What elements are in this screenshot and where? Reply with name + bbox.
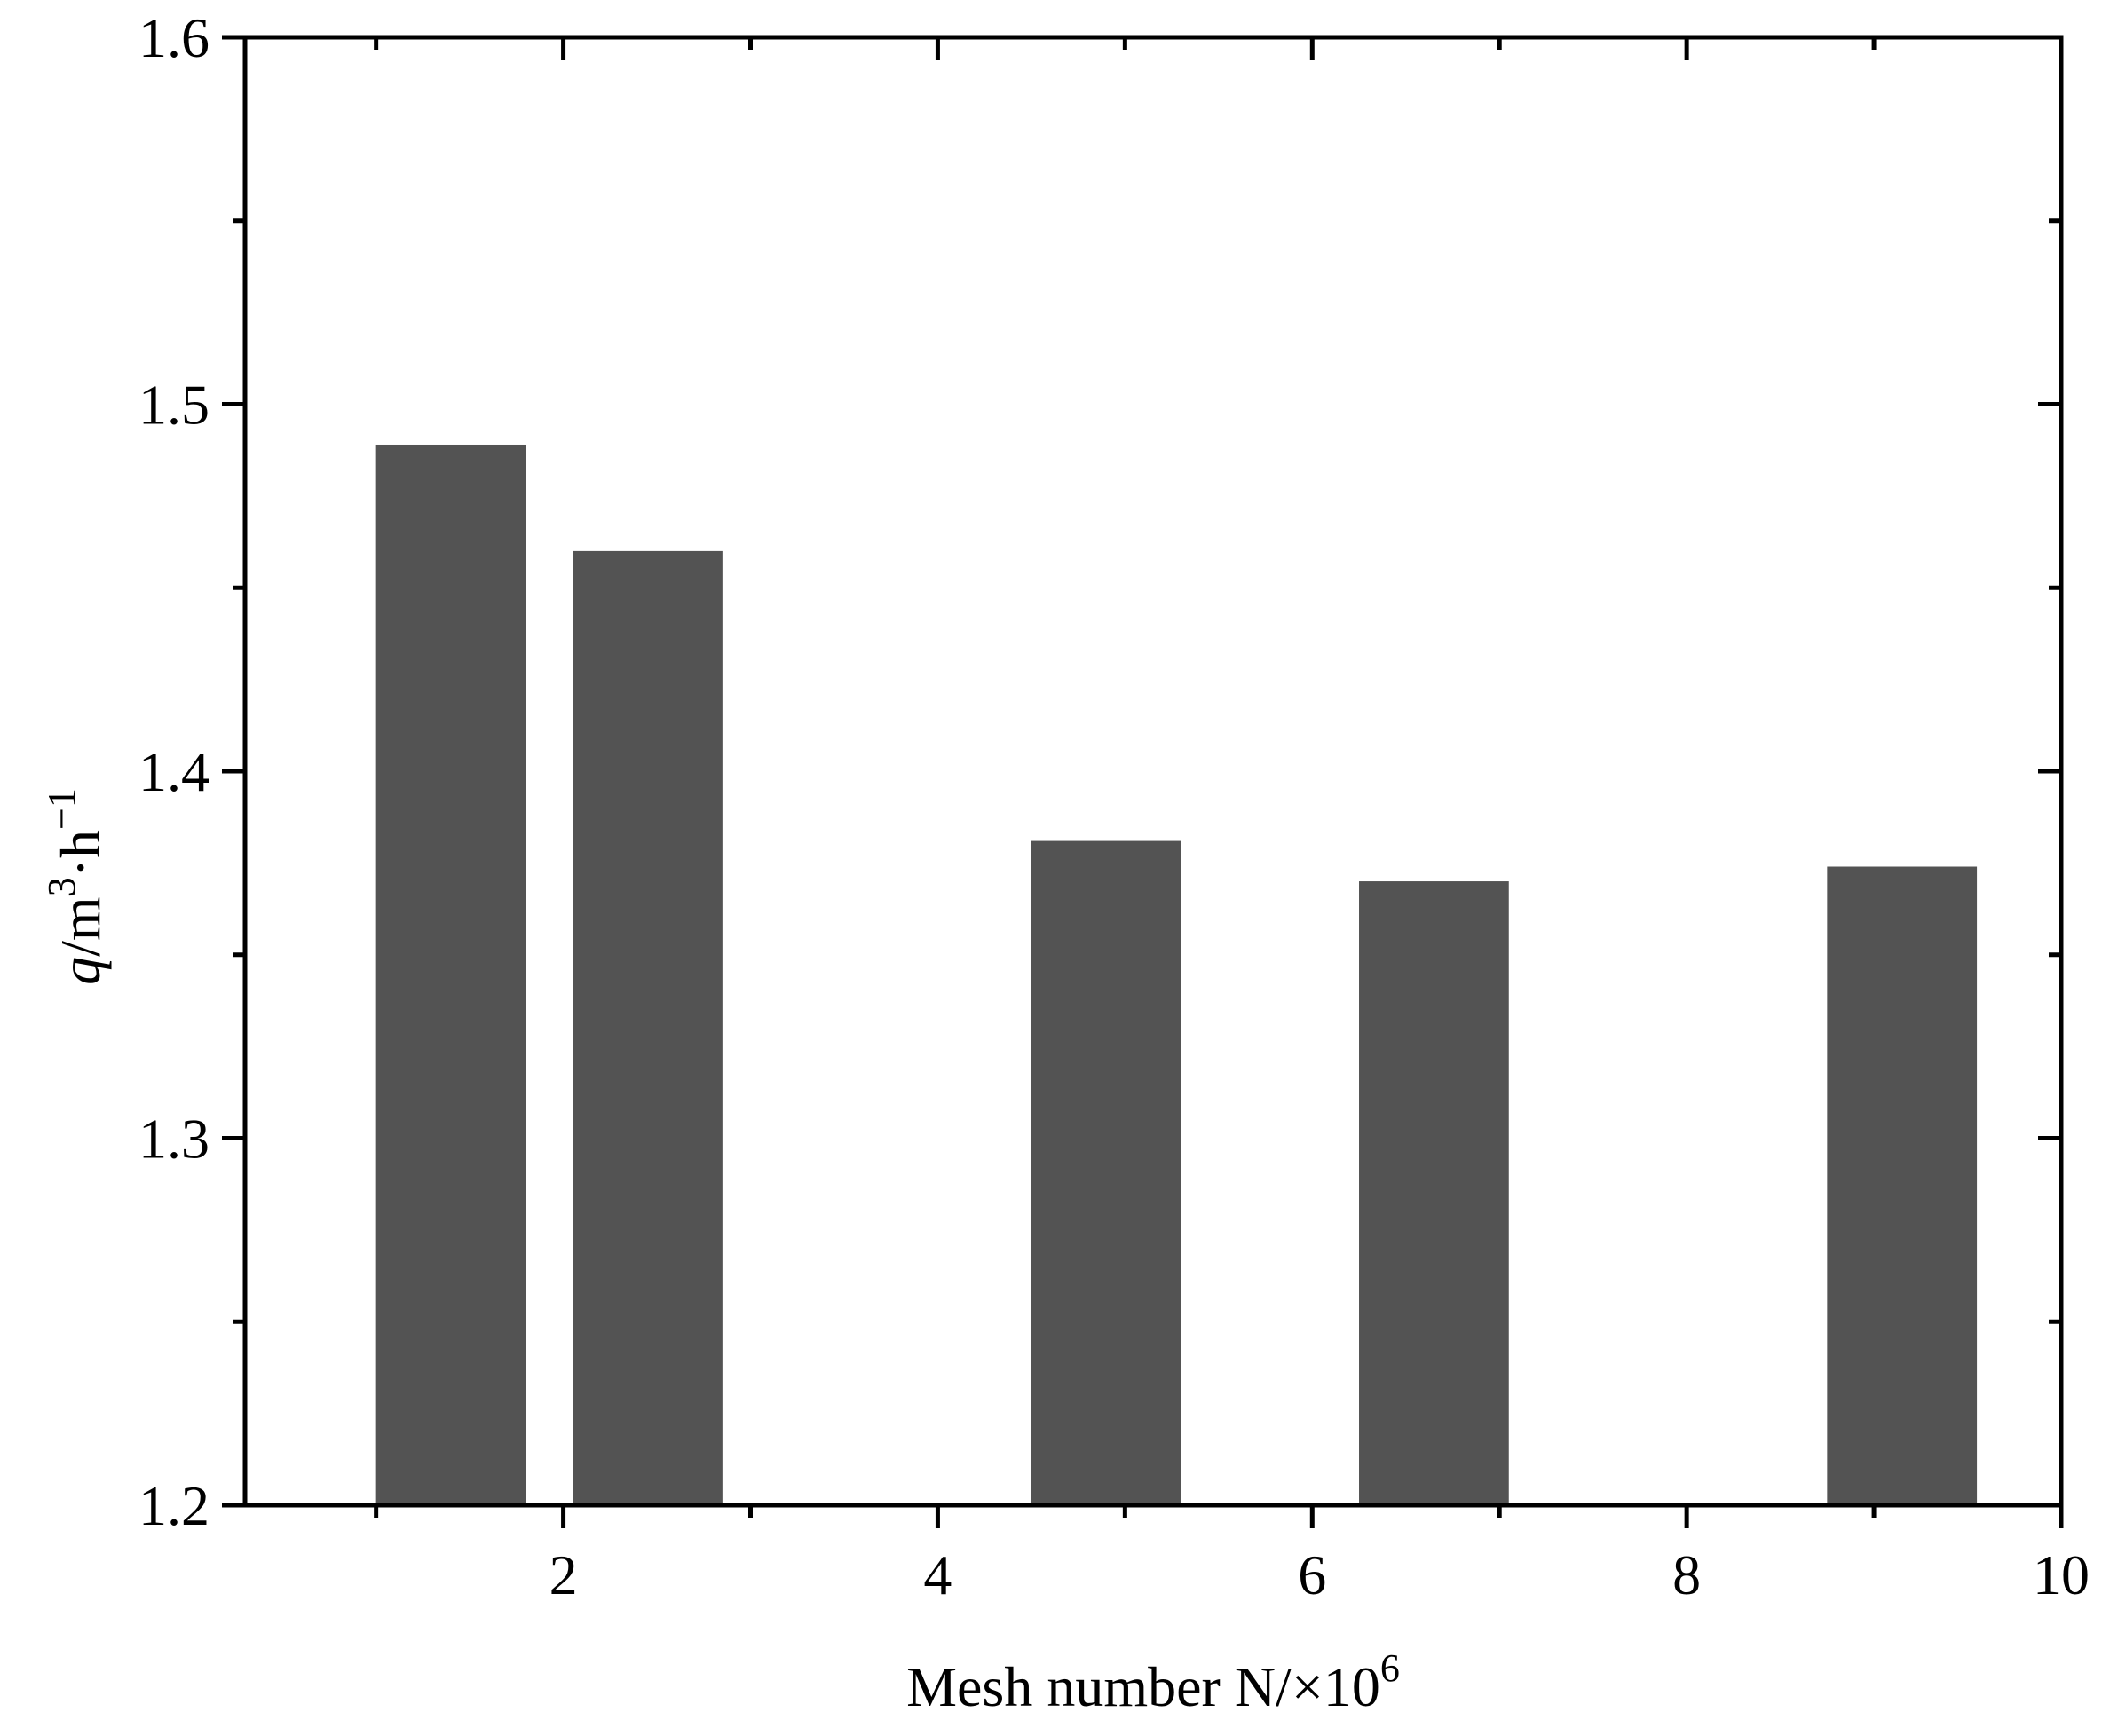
x-tick-label: 8 <box>1672 1543 1701 1606</box>
bar-1 <box>375 444 526 1505</box>
y-axis-title-unit-h: ·h <box>49 830 112 877</box>
y-axis-title-symbol: q <box>49 957 112 985</box>
y-tick-label: 1.5 <box>138 374 209 437</box>
y-axis-title-unit-m: /m <box>49 896 112 957</box>
bar-2 <box>573 550 723 1505</box>
y-tick-label: 1.4 <box>138 740 209 803</box>
x-axis-title-main: Mesh number N/×10 <box>906 1655 1380 1718</box>
x-axis-title: Mesh number N/×106 <box>906 1646 1400 1718</box>
y-axis-title-exponent-3: 3 <box>40 877 83 896</box>
x-tick-label: 2 <box>549 1543 578 1606</box>
y-tick-label: 1.6 <box>138 6 209 69</box>
bar-5 <box>1827 866 1978 1505</box>
x-tick-label: 10 <box>2033 1543 2090 1606</box>
x-tick-label: 6 <box>1298 1543 1326 1606</box>
x-tick-label: 4 <box>923 1543 952 1606</box>
bar-3 <box>1031 840 1181 1505</box>
bar-4 <box>1359 881 1509 1505</box>
y-tick-label: 1.3 <box>138 1108 209 1171</box>
bars-group <box>375 444 1978 1505</box>
y-axis-title-exponent-minus-1: −1 <box>40 788 83 830</box>
y-tick-label: 1.2 <box>138 1474 209 1537</box>
tick-labels-group: 2 4 6 8 10 1.2 1.3 1.4 1.5 1.6 <box>138 6 2090 1606</box>
x-axis-title-exponent: 6 <box>1380 1646 1400 1690</box>
y-axis-title: q/m3·h−1 <box>40 788 112 985</box>
ticks-group <box>222 35 2064 1528</box>
